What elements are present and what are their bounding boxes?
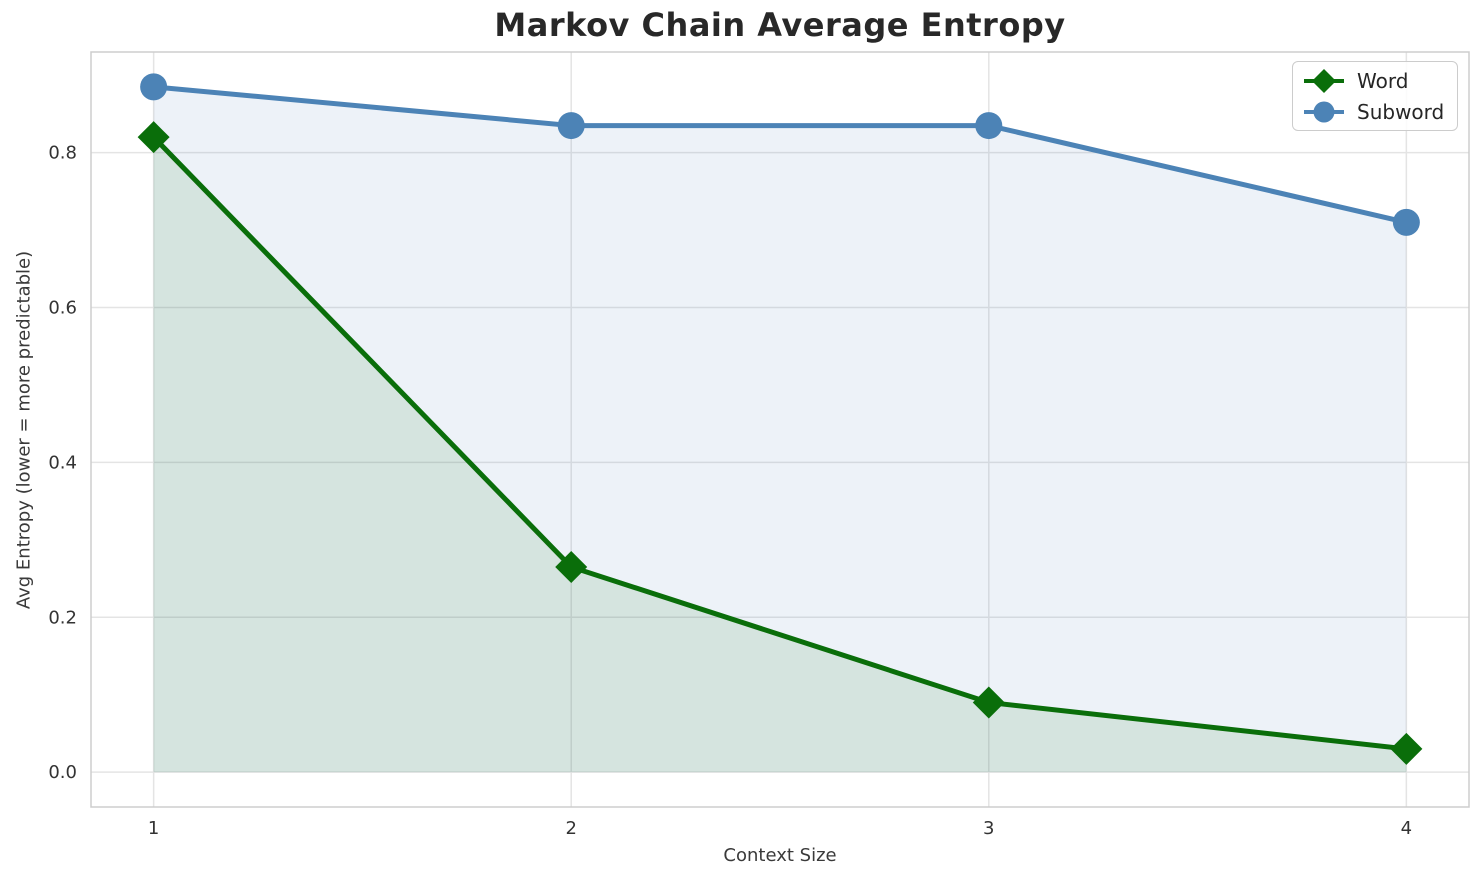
y-tick-label: 0.0 — [48, 762, 77, 783]
word-diamond-marker-icon — [1304, 68, 1344, 93]
word-data-point — [555, 550, 588, 583]
chart-title: Markov Chain Average Entropy — [494, 6, 1066, 44]
word-data-point — [1390, 732, 1423, 765]
legend-label-word: Word — [1357, 68, 1409, 93]
y-tick-label: 0.6 — [48, 298, 77, 319]
subword-data-point — [557, 112, 585, 140]
x-tick-label: 3 — [983, 818, 994, 839]
x-tick-label: 2 — [565, 818, 576, 839]
subword-circle-marker-icon — [1304, 101, 1344, 122]
plot-border — [90, 51, 1470, 808]
word-area-fill — [153, 137, 1407, 773]
word-line — [151, 134, 1409, 752]
subword-area-fill — [153, 86, 1407, 773]
legend-item-subword: Subword — [1301, 97, 1457, 127]
subword-line — [151, 84, 1409, 225]
word-data-point — [972, 686, 1005, 719]
y-tick-label: 0.8 — [48, 143, 77, 164]
y-axis-label: Avg Entropy (lower = more predictable) — [13, 250, 35, 610]
legend-label-subword: Subword — [1357, 99, 1445, 124]
subword-data-point — [1392, 208, 1420, 236]
x-tick-label: 4 — [1401, 818, 1412, 839]
subword-data-point — [975, 112, 1003, 140]
subword-data-point — [140, 73, 168, 101]
word-data-point — [137, 121, 170, 154]
y-tick-label: 0.2 — [48, 607, 77, 628]
legend: Word Subword — [1292, 61, 1458, 131]
y-tick-label: 0.4 — [48, 452, 77, 473]
x-tick-label: 1 — [148, 818, 159, 839]
legend-item-word: Word — [1301, 66, 1457, 96]
x-axis-label: Context Size — [723, 845, 837, 866]
